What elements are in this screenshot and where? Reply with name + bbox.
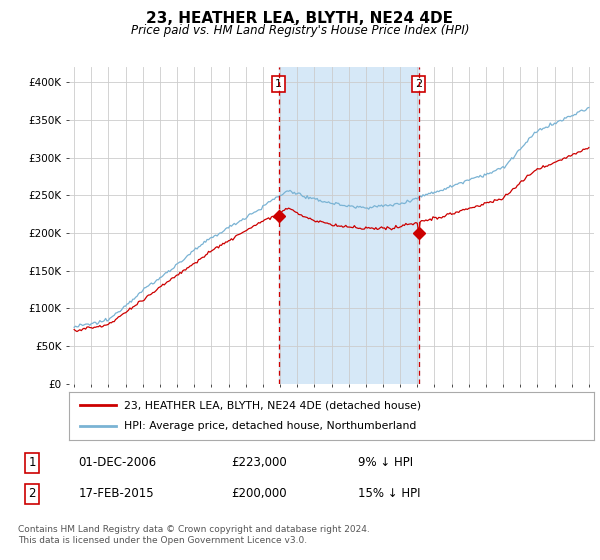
Text: £223,000: £223,000 bbox=[231, 456, 287, 469]
Text: 15% ↓ HPI: 15% ↓ HPI bbox=[358, 487, 420, 501]
Text: 9% ↓ HPI: 9% ↓ HPI bbox=[358, 456, 413, 469]
Text: 2: 2 bbox=[415, 79, 422, 89]
Text: 17-FEB-2015: 17-FEB-2015 bbox=[78, 487, 154, 501]
Bar bbox=[278, 67, 419, 384]
Text: Price paid vs. HM Land Registry's House Price Index (HPI): Price paid vs. HM Land Registry's House … bbox=[131, 24, 469, 36]
Text: 23, HEATHER LEA, BLYTH, NE24 4DE: 23, HEATHER LEA, BLYTH, NE24 4DE bbox=[146, 11, 454, 26]
Text: £200,000: £200,000 bbox=[231, 487, 287, 501]
Text: 23, HEATHER LEA, BLYTH, NE24 4DE (detached house): 23, HEATHER LEA, BLYTH, NE24 4DE (detach… bbox=[124, 400, 421, 410]
Text: 01-DEC-2006: 01-DEC-2006 bbox=[78, 456, 157, 469]
Text: 2: 2 bbox=[28, 487, 36, 501]
Text: 1: 1 bbox=[28, 456, 36, 469]
Text: 1: 1 bbox=[275, 79, 282, 89]
Text: HPI: Average price, detached house, Northumberland: HPI: Average price, detached house, Nort… bbox=[124, 421, 416, 431]
Text: Contains HM Land Registry data © Crown copyright and database right 2024.
This d: Contains HM Land Registry data © Crown c… bbox=[18, 525, 370, 545]
